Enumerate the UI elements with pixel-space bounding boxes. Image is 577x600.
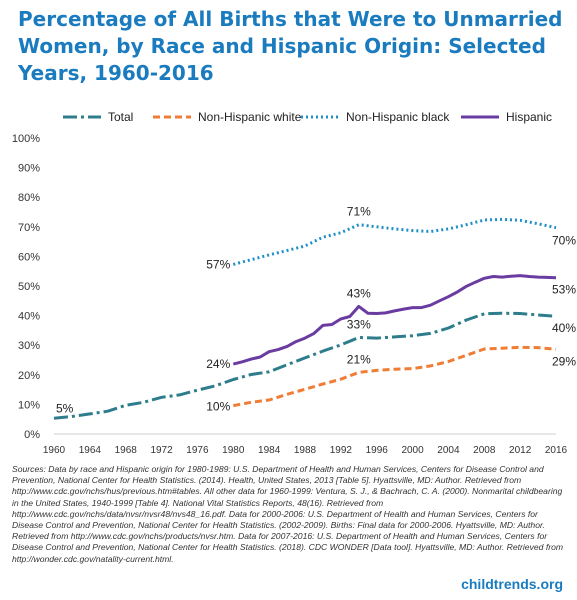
data-label: 57%	[206, 257, 230, 271]
series-line-non-hispanic-black	[232, 217, 557, 266]
data-label: 21%	[347, 352, 371, 366]
data-label: 53%	[552, 283, 576, 297]
y-tick-label: 50%	[18, 281, 40, 293]
y-tick-label: 40%	[18, 311, 40, 323]
series-line-total	[53, 311, 557, 420]
legend-label-hispanic: Hispanic	[506, 110, 553, 124]
brand-logo-text: childtrends.org	[461, 576, 563, 592]
y-tick-label: 100%	[12, 133, 40, 145]
legend-label-total: Total	[108, 110, 134, 124]
y-tick-label: 60%	[18, 251, 40, 263]
x-tick-label: 1992	[330, 445, 353, 456]
y-tick-label: 90%	[18, 163, 40, 175]
legend-item-total: Total	[62, 106, 133, 128]
data-label: 10%	[206, 400, 230, 414]
legend-item-nh-white: Non-Hispanic white	[152, 106, 301, 128]
x-tick-label: 1964	[79, 445, 102, 456]
legend-swatch-nh-white	[153, 115, 191, 119]
x-tick-label: 2012	[509, 445, 532, 456]
y-tick-label: 80%	[18, 192, 40, 204]
x-tick-label: 1960	[43, 445, 66, 456]
x-tick-label: 2008	[473, 445, 496, 456]
data-label: 71%	[347, 205, 371, 219]
data-label: 33%	[347, 318, 371, 332]
legend-label-nh-black: Non-Hispanic black	[346, 110, 450, 124]
x-tick-label: 1976	[186, 445, 209, 456]
y-tick-label: 30%	[18, 340, 40, 352]
data-label: 70%	[552, 234, 576, 248]
y-tick-label: 0%	[24, 429, 40, 441]
y-tick-label: 70%	[18, 222, 40, 234]
x-tick-label: 1968	[115, 445, 138, 456]
data-label: 5%	[56, 401, 74, 415]
legend-swatch-total	[63, 115, 101, 119]
legend-label-nh-white: Non-Hispanic white	[198, 110, 302, 124]
legend-item-hispanic: Hispanic	[460, 106, 552, 128]
x-tick-label: 1988	[294, 445, 317, 456]
series-line-hispanic	[232, 274, 557, 366]
x-tick-label: 2004	[437, 445, 460, 456]
series-line-non-hispanic-white	[233, 345, 557, 408]
data-label: 43%	[347, 286, 371, 300]
x-tick-label: 1996	[366, 445, 389, 456]
chart-title: Percentage of All Births that Were to Un…	[18, 7, 563, 85]
legend-swatch-nh-black	[301, 115, 339, 119]
x-tick-label: 2016	[545, 445, 568, 456]
legend: Total Non-Hispanic white Non-Hispanic bl…	[40, 106, 570, 128]
x-tick-label: 2000	[401, 445, 424, 456]
legend-item-nh-black: Non-Hispanic black	[300, 106, 449, 128]
x-tick-label: 1972	[150, 445, 173, 456]
sources-note: Sources: Data by race and Hispanic origi…	[12, 464, 564, 564]
line-chart: 0% 10% 20% 30% 40% 50% 60% 70% 80% 90% 100% 1960 196…	[12, 133, 576, 456]
data-label: 40%	[552, 321, 576, 335]
legend-swatch-hispanic	[461, 115, 499, 119]
data-label: 24%	[206, 357, 230, 371]
y-tick-label: 20%	[18, 370, 40, 382]
x-tick-label: 1984	[258, 445, 281, 456]
x-tick-label: 1980	[222, 445, 245, 456]
data-label: 29%	[552, 354, 576, 368]
y-tick-label: 10%	[18, 399, 40, 411]
